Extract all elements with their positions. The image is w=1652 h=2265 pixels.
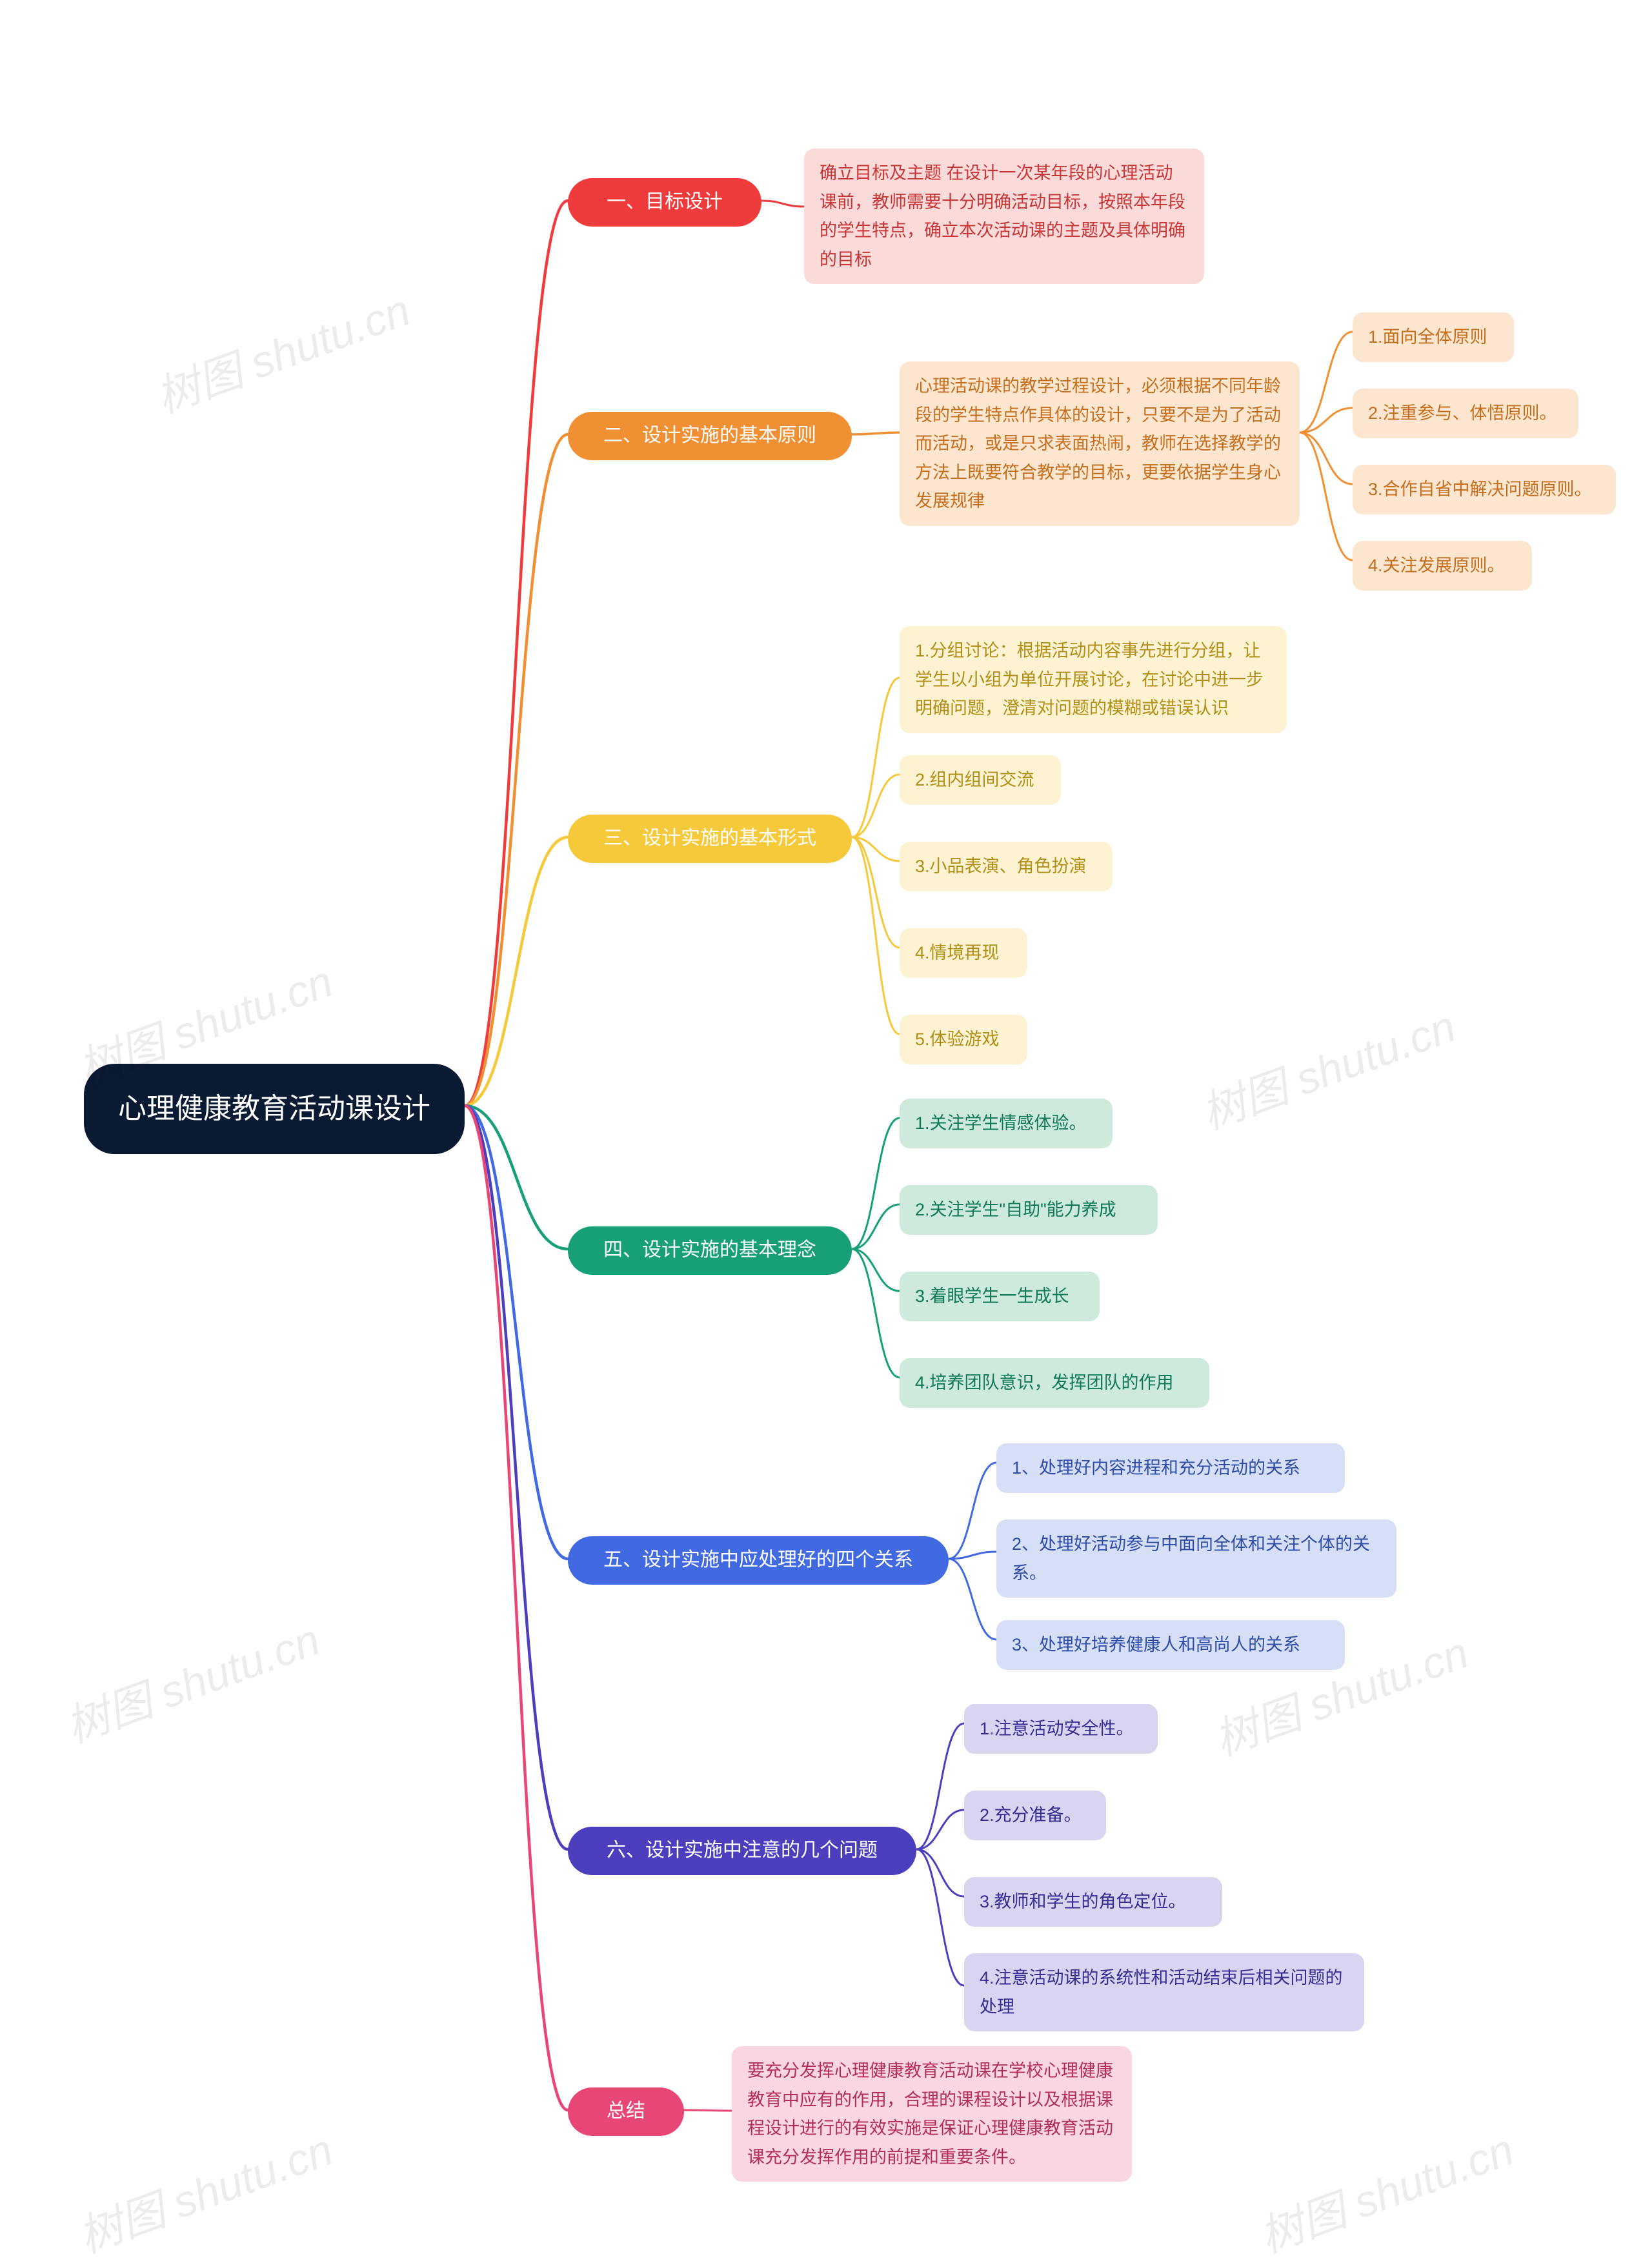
leaf-node: 2.关注学生"自助"能力养成 <box>900 1185 1158 1235</box>
branch-node: 六、设计实施中注意的几个问题 <box>568 1827 916 1875</box>
leaf-node: 3.着眼学生一生成长 <box>900 1272 1100 1321</box>
leaf-node: 3、处理好培养健康人和高尚人的关系 <box>996 1620 1345 1670</box>
branch-node: 二、设计实施的基本原则 <box>568 412 852 460</box>
mid-node: 心理活动课的教学过程设计，必须根据不同年龄段的学生特点作具体的设计，只要不是为了… <box>900 361 1300 526</box>
leaf-node: 3.小品表演、角色扮演 <box>900 842 1113 891</box>
leaf-node: 1.关注学生情感体验。 <box>900 1099 1113 1148</box>
leaf-node: 3.教师和学生的角色定位。 <box>964 1877 1222 1927</box>
branch-node: 总结 <box>568 2087 684 2136</box>
leaf-node: 4.注意活动课的系统性和活动结束后相关问题的处理 <box>964 1953 1364 2031</box>
leaf-node: 5.体验游戏 <box>900 1015 1027 1064</box>
leaf-node: 2.组内组间交流 <box>900 755 1061 805</box>
leaf-node: 4.培养团队意识，发挥团队的作用 <box>900 1358 1209 1408</box>
root-node: 心理健康教育活动课设计 <box>84 1064 465 1154</box>
leaf-node: 1.注意活动安全性。 <box>964 1704 1158 1754</box>
branch-node: 四、设计实施的基本理念 <box>568 1226 852 1275</box>
leaf-node: 1、处理好内容进程和充分活动的关系 <box>996 1443 1345 1493</box>
leaf-node: 3.合作自省中解决问题原则。 <box>1353 465 1616 514</box>
leaf-node: 2.注重参与、体悟原则。 <box>1353 389 1578 438</box>
watermark: 树图 shutu.cn <box>1191 991 1463 1142</box>
leaf-node: 4.情境再现 <box>900 928 1027 978</box>
leaf-node: 1.面向全体原则 <box>1353 312 1514 362</box>
branch-node: 三、设计实施的基本形式 <box>568 815 852 863</box>
leaf-node: 1.分组讨论：根据活动内容事先进行分组，让学生以小组为单位开展讨论，在讨论中进一… <box>900 626 1287 733</box>
branch-node: 一、目标设计 <box>568 178 761 227</box>
leaf-node: 2、处理好活动参与中面向全体和关注个体的关系。 <box>996 1519 1396 1598</box>
leaf-node: 4.关注发展原则。 <box>1353 541 1532 591</box>
watermark: 树图 shutu.cn <box>68 2114 340 2265</box>
watermark: 树图 shutu.cn <box>146 274 418 425</box>
watermark: 树图 shutu.cn <box>55 1604 327 1755</box>
branch-node: 五、设计实施中应处理好的四个关系 <box>568 1536 949 1585</box>
watermark: 树图 shutu.cn <box>1249 2114 1521 2265</box>
leaf-node: 要充分发挥心理健康教育活动课在学校心理健康教育中应有的作用，合理的课程设计以及根… <box>732 2046 1132 2182</box>
leaf-node: 确立目标及主题 在设计一次某年段的心理活动课前，教师需要十分明确活动目标，按照本… <box>804 148 1204 284</box>
leaf-node: 2.充分准备。 <box>964 1791 1106 1840</box>
